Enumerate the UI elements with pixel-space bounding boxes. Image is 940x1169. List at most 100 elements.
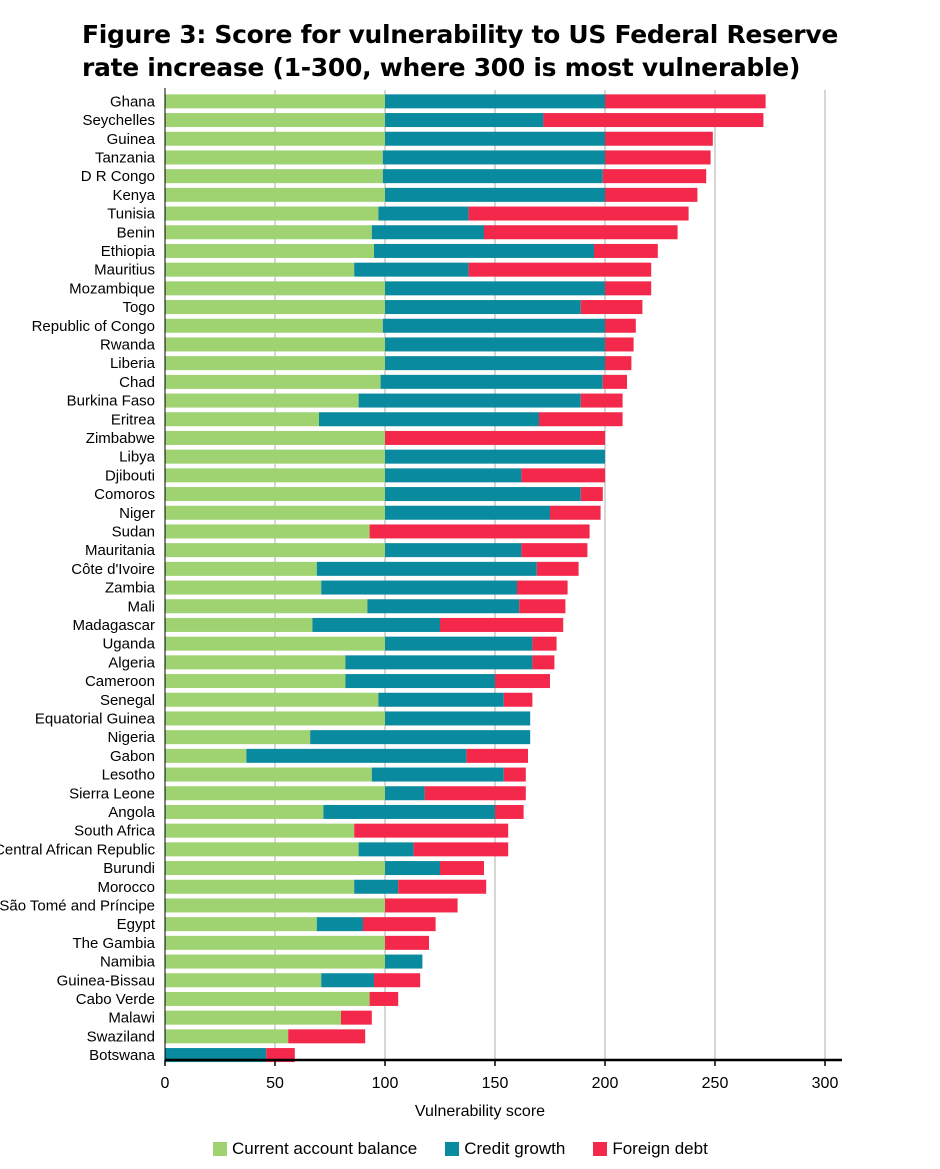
bar-credit-growth xyxy=(385,113,544,128)
bar-foreign-debt xyxy=(517,580,568,595)
x-tick-label: 0 xyxy=(161,1075,170,1092)
bar-credit-growth xyxy=(321,580,517,595)
x-tick-label: 100 xyxy=(372,1075,399,1092)
category-label: Sudan xyxy=(112,523,155,540)
bar-current-account-balance xyxy=(165,898,385,913)
bar-current-account-balance xyxy=(165,468,385,483)
bar-foreign-debt xyxy=(532,655,555,670)
category-label: Eritrea xyxy=(111,411,156,428)
bar-credit-growth xyxy=(382,318,605,333)
bar-foreign-debt xyxy=(602,374,627,389)
chart-title: Figure 3: Score for vulnerability to US … xyxy=(82,18,838,84)
bar-foreign-debt xyxy=(605,356,632,371)
category-label: Mauritania xyxy=(85,542,156,559)
bar-credit-growth xyxy=(323,804,495,819)
category-label: Nigeria xyxy=(107,729,155,746)
x-tick-label: 200 xyxy=(592,1075,619,1092)
bar-foreign-debt xyxy=(605,337,634,352)
bar-foreign-debt xyxy=(369,991,399,1006)
category-label: Equatorial Guinea xyxy=(35,710,156,727)
bar-credit-growth xyxy=(319,412,539,427)
bar-foreign-debt xyxy=(605,150,711,165)
bar-foreign-debt xyxy=(341,1010,372,1025)
bar-current-account-balance xyxy=(165,617,313,632)
legend-item: Current account balance xyxy=(213,1139,417,1159)
category-label: Burkina Faso xyxy=(67,393,155,410)
bar-current-account-balance xyxy=(165,412,319,427)
bar-credit-growth xyxy=(385,487,581,502)
category-label: Egypt xyxy=(117,916,156,933)
bar-foreign-debt xyxy=(580,393,623,408)
bar-foreign-debt xyxy=(354,823,509,838)
bar-foreign-debt xyxy=(424,786,526,801)
category-label: Senegal xyxy=(100,692,155,709)
bar-foreign-debt xyxy=(468,206,689,221)
bar-foreign-debt xyxy=(363,917,436,932)
bar-credit-growth xyxy=(367,599,520,614)
bar-foreign-debt xyxy=(495,804,524,819)
bar-current-account-balance xyxy=(165,337,385,352)
category-label: Malawi xyxy=(108,1010,155,1027)
bar-current-account-balance xyxy=(165,169,383,184)
bar-current-account-balance xyxy=(165,300,385,315)
category-label: Zambia xyxy=(105,580,156,597)
bar-foreign-debt xyxy=(398,879,487,894)
category-label: Ghana xyxy=(110,93,156,110)
bar-current-account-balance xyxy=(165,356,385,371)
category-label: Tunisia xyxy=(107,206,155,223)
bar-credit-growth xyxy=(316,917,363,932)
category-label: Togo xyxy=(122,299,155,316)
category-label: Uganda xyxy=(102,636,155,653)
bar-credit-growth xyxy=(385,356,605,371)
category-label: Chad xyxy=(119,374,155,391)
title-line-2: rate increase (1-300, where 300 is most … xyxy=(82,53,801,82)
bar-current-account-balance xyxy=(165,262,355,277)
bar-credit-growth xyxy=(385,786,425,801)
bar-foreign-debt xyxy=(605,187,698,202)
category-label: Burundi xyxy=(103,860,155,877)
bar-credit-growth xyxy=(354,879,399,894)
category-label: Mauritius xyxy=(94,262,155,279)
bar-current-account-balance xyxy=(165,917,317,932)
legend-label: Credit growth xyxy=(464,1139,566,1158)
bar-foreign-debt xyxy=(605,318,636,333)
bar-current-account-balance xyxy=(165,113,385,128)
bar-credit-growth xyxy=(246,748,467,763)
category-label: Mali xyxy=(127,598,155,615)
category-label: Central African Republic xyxy=(0,841,155,858)
category-label: Cabo Verde xyxy=(76,991,155,1008)
bar-foreign-debt xyxy=(495,674,550,689)
bar-current-account-balance xyxy=(165,225,372,240)
category-label: Kenya xyxy=(112,187,155,204)
bar-credit-growth xyxy=(358,393,581,408)
category-label: Mozambique xyxy=(69,280,155,297)
category-label: Angola xyxy=(108,804,155,821)
bar-current-account-balance xyxy=(165,861,385,876)
bar-current-account-balance xyxy=(165,842,359,857)
bar-foreign-debt xyxy=(466,748,528,763)
bar-current-account-balance xyxy=(165,580,322,595)
bar-current-account-balance xyxy=(165,786,385,801)
bar-credit-growth xyxy=(385,543,522,558)
bar-current-account-balance xyxy=(165,243,374,258)
category-label: Rwanda xyxy=(100,336,156,353)
bar-foreign-debt xyxy=(468,262,652,277)
bar-foreign-debt xyxy=(521,468,605,483)
category-label: Republic of Congo xyxy=(32,318,155,335)
bar-credit-growth xyxy=(385,131,605,146)
bar-current-account-balance xyxy=(165,281,385,296)
bar-credit-growth xyxy=(310,730,531,745)
category-label: Namibia xyxy=(100,954,156,971)
bar-credit-growth xyxy=(385,281,605,296)
bar-current-account-balance xyxy=(165,1010,341,1025)
bar-current-account-balance xyxy=(165,599,368,614)
legend-swatch xyxy=(445,1142,460,1156)
bar-foreign-debt xyxy=(503,767,526,782)
bar-foreign-debt xyxy=(539,412,623,427)
bar-credit-growth xyxy=(380,374,603,389)
bar-current-account-balance xyxy=(165,150,383,165)
bar-credit-growth xyxy=(385,94,605,109)
category-label: Seychelles xyxy=(82,112,155,129)
bar-credit-growth xyxy=(385,505,550,520)
bar-current-account-balance xyxy=(165,318,383,333)
